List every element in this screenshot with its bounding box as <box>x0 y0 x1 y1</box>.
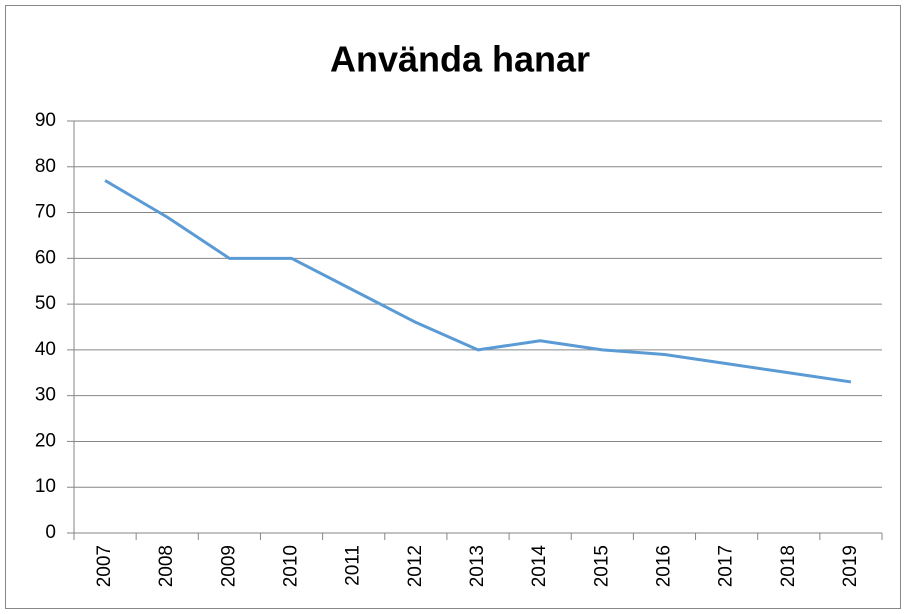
x-tick-label: 2008 <box>156 545 177 587</box>
line-series <box>104 179 852 384</box>
x-tick-label: 2017 <box>716 545 737 587</box>
chart-title: Använda hanar <box>330 39 590 80</box>
x-tick-label: 2010 <box>281 545 302 587</box>
y-tick-label: 0 <box>45 522 56 543</box>
y-tick-label: 10 <box>35 476 56 497</box>
x-tick-label: 2019 <box>840 545 861 587</box>
y-tick-label: 40 <box>35 339 56 360</box>
x-tick-label: 2014 <box>529 545 550 588</box>
x-tick-label: 2009 <box>218 545 239 587</box>
y-tick-label: 70 <box>35 202 56 223</box>
x-tick-label: 2007 <box>94 545 115 587</box>
x-tick-label: 2016 <box>653 545 674 587</box>
y-tick-label: 50 <box>35 293 56 314</box>
chart-border <box>5 5 901 609</box>
x-tick-label: 2013 <box>467 545 488 587</box>
y-tick-label: 80 <box>35 156 56 177</box>
y-tick-label: 90 <box>35 110 56 131</box>
y-tick-label: 60 <box>35 247 56 268</box>
y-tick-label: 30 <box>35 385 56 406</box>
x-tick-label: 2011 <box>343 545 364 586</box>
y-tick-label: 20 <box>35 430 56 451</box>
x-tick-label: 2018 <box>778 545 799 587</box>
x-tick-label: 2015 <box>591 545 612 587</box>
x-tick-label: 2012 <box>405 545 426 587</box>
